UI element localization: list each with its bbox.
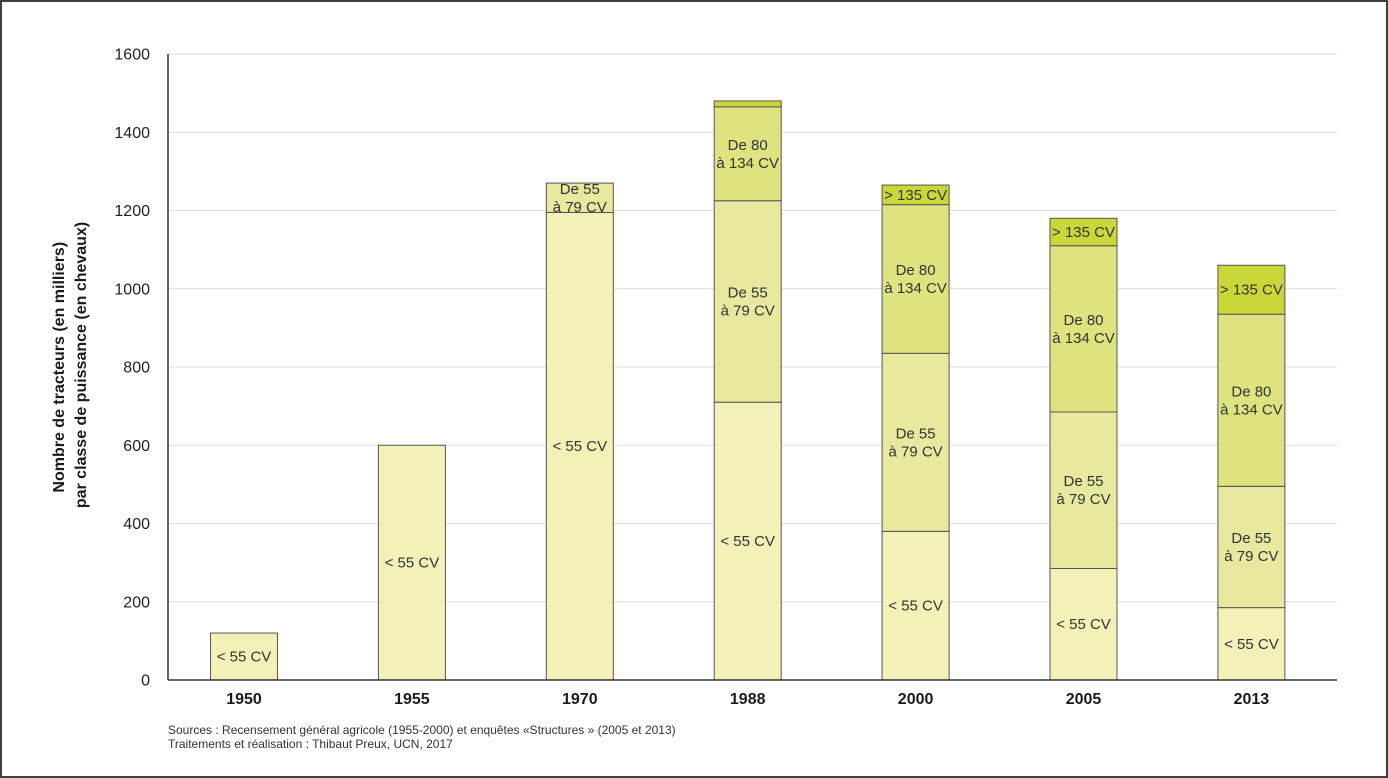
y-axis-title: Nombre de tracteurs (en milliers) par cl… [51,222,90,508]
data-label: < 55 CV [720,533,775,550]
data-label-line: à 79 CV [553,199,607,216]
y-axis-title-line-1: Nombre de tracteurs (en milliers) [51,242,68,493]
data-label: De 55 à 79 CV [721,284,775,319]
y-tick-label: 0 [141,673,150,690]
data-label: < 55 CV [217,649,272,666]
data-label: > 135 CV [884,187,947,204]
bar-segment-2000-2 [881,352,950,532]
source-note: Sources : Recensement général agricole (… [168,723,676,737]
data-label-line: à 79 CV [1056,491,1110,508]
x-tick-label: 1950 [226,691,262,708]
bar-segment-2000-3 [881,204,950,354]
y-tick-label: 1000 [114,281,150,298]
bar-segment-2005-4 [1049,217,1118,247]
bar-segment-1955-1 [377,444,446,681]
bar-segment-1988-1 [713,401,782,681]
data-label: De 55 à 79 CV [888,425,942,460]
y-tick-label: 1600 [114,47,150,64]
y-tick-label: 200 [123,594,150,611]
data-label: > 135 CV [1052,224,1115,241]
data-label-line: > 135 CV [1220,282,1283,299]
data-label-line: De 55 [560,181,600,198]
bar-segment-2013-1 [1217,607,1286,681]
data-label-line: à 134 CV [1052,330,1115,347]
data-label: < 55 CV [1056,616,1111,633]
bar-segment-1950-1 [210,632,278,681]
bars [210,100,1286,681]
data-label-line: De 55 [896,425,936,442]
data-label-line: < 55 CV [720,533,775,550]
x-tick-label: 1955 [394,691,430,708]
data-label-line: à 79 CV [1224,548,1278,565]
y-tick-label: 1200 [114,203,150,220]
y-tick-label: 800 [123,360,150,377]
bar-segment-1988-4 [713,100,782,108]
x-tick-label: 1988 [730,691,766,708]
data-label: De 80 à 134 CV [884,262,947,297]
data-label: De 80 à 134 CV [1052,312,1115,347]
data-label: De 55 à 79 CV [553,181,607,216]
data-label: < 55 CV [552,438,607,455]
x-tick-label: 2005 [1066,691,1102,708]
data-label-line: à 79 CV [888,443,942,460]
data-label: < 55 CV [888,598,943,615]
data-label: De 80 à 134 CV [716,137,779,172]
bar-segment-2000-1 [881,530,950,681]
data-label: De 55 à 79 CV [1224,530,1278,565]
x-tick-labels: 1950 1955 1970 1988 2000 2005 2013 [226,691,1269,708]
bar-segment-2005-3 [1049,245,1118,413]
data-label-line: De 80 [896,262,936,279]
data-label-line: à 134 CV [1220,401,1283,418]
bar-segment-2013-4 [1217,264,1286,315]
x-tick-label: 2000 [898,691,934,708]
data-label-line: De 80 [1231,383,1271,400]
data-label-line: < 55 CV [217,649,272,666]
bar-segment-2005-2 [1049,411,1118,569]
data-label-line: à 79 CV [721,302,775,319]
bar-segment-2000-4 [881,184,950,206]
data-label-line: à 134 CV [884,280,947,297]
data-label: De 55 à 79 CV [1056,473,1110,508]
y-axis-title-line-2: par classe de puissance (en chevaux) [73,222,90,508]
y-tick-label: 1400 [114,125,150,142]
data-label-line: De 55 [1231,530,1271,547]
y-tick-label: 400 [123,516,150,533]
data-label-line: < 55 CV [888,598,943,615]
bar-segment-1970-2 [545,182,614,213]
credits-note: Traitements et réalisation : Thibaut Pre… [168,737,453,751]
data-label: < 55 CV [385,555,440,572]
data-label: > 135 CV [1220,282,1283,299]
data-label-line: De 80 [1063,312,1103,329]
data-label: De 80 à 134 CV [1220,383,1283,418]
x-tick-label: 1970 [562,691,598,708]
data-label-line: De 55 [728,284,768,301]
data-label-line: < 55 CV [1056,616,1111,633]
data-label-line: > 135 CV [1052,224,1115,241]
data-label-line: < 55 CV [552,438,607,455]
data-label-line: < 55 CV [1224,636,1279,653]
data-label-line: De 80 [728,137,768,154]
data-label-line: à 134 CV [716,155,779,172]
data-label: < 55 CV [1224,636,1279,653]
x-tick-label: 2013 [1234,691,1270,708]
data-label-line: De 55 [1063,473,1103,490]
data-label-line: < 55 CV [385,555,440,572]
bar-segment-1970-1 [545,211,614,681]
data-label-line: > 135 CV [884,187,947,204]
y-tick-label: 600 [123,438,150,455]
y-tick-labels: 0 200 400 600 800 1000 1200 1400 1600 [114,47,150,690]
bar-segment-2013-2 [1217,485,1286,609]
bar-segment-2013-3 [1217,313,1286,487]
